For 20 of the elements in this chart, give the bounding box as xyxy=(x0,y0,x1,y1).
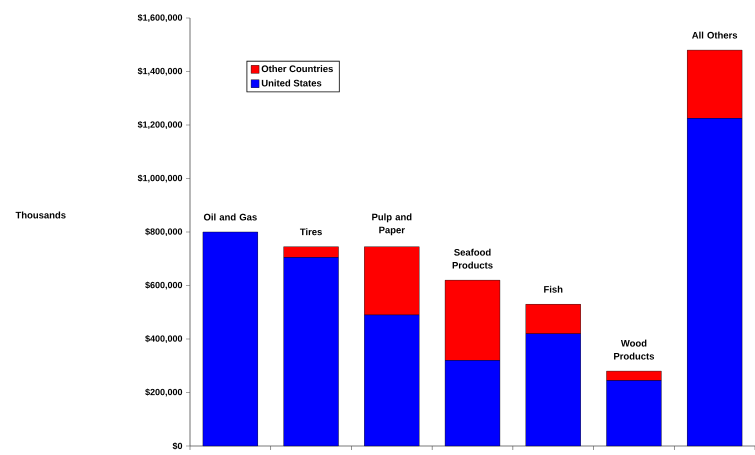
y-tick-label: $200,000 xyxy=(145,388,182,397)
y-tick-label: $1,600,000 xyxy=(138,14,182,22)
y-tick-label: $800,000 xyxy=(145,228,182,236)
x-tick-label: All Others xyxy=(692,32,738,39)
x-tick-label: Oil and Gas xyxy=(204,214,257,220)
y-tick-label: $0 xyxy=(172,442,182,450)
x-tick-label: Wood Products xyxy=(614,340,654,360)
x-tick-label: Seafood Products xyxy=(452,248,493,269)
y-tick-label: $400,000 xyxy=(145,334,182,344)
x-tick-label: Tires xyxy=(300,228,322,236)
legend-label: United States xyxy=(262,80,322,86)
y-tick-label: $1,400,000 xyxy=(138,67,182,76)
y-tick-label: $600,000 xyxy=(145,281,182,290)
x-tick-label: Fish xyxy=(544,286,562,293)
y-tick-label: $1,000,000 xyxy=(138,174,182,183)
x-tick-label: Pulp and Paper xyxy=(372,213,412,236)
y-tick-label: $1,200,000 xyxy=(138,120,182,130)
text: Thousands xyxy=(16,212,66,218)
bar xyxy=(202,232,258,446)
legend-label: Other Countries xyxy=(262,65,333,72)
